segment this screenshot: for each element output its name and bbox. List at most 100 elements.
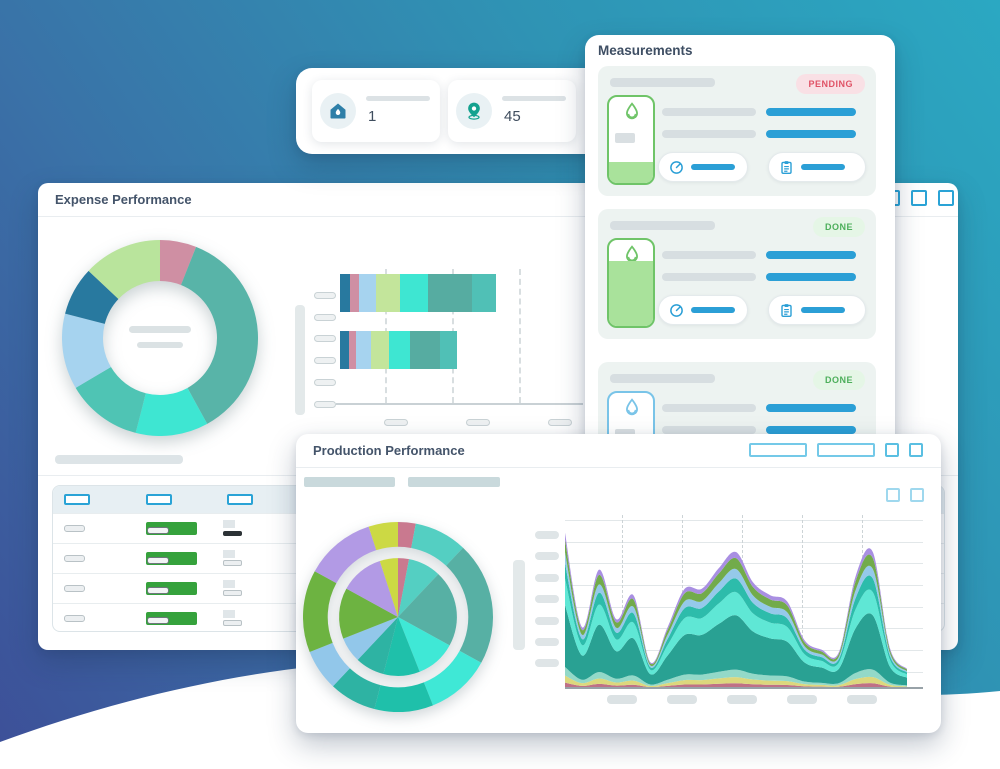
report-button[interactable] <box>768 152 866 182</box>
filter-placeholder[interactable] <box>408 477 500 487</box>
text-placeholder <box>662 108 756 116</box>
chart-slice <box>339 588 398 639</box>
chart-slice <box>423 650 482 706</box>
measurement-title-placeholder <box>610 221 715 230</box>
progress-bar <box>146 552 197 565</box>
expense-donut-chart <box>60 238 260 438</box>
progress-bar <box>146 612 197 625</box>
y-axis-tick-placeholder <box>535 595 559 604</box>
chart-gridline <box>519 269 521 403</box>
filter-placeholder[interactable] <box>304 477 395 487</box>
droplet-icon <box>626 398 638 416</box>
expense-legend-bar <box>295 305 305 415</box>
stat-value: 1 <box>368 108 377 125</box>
stat-value: 45 <box>504 108 521 125</box>
value-placeholder <box>766 130 856 138</box>
progress-bar <box>146 522 197 535</box>
bar-segment <box>472 274 496 312</box>
chart-action-icon[interactable] <box>886 488 900 502</box>
chart-slice <box>309 642 350 687</box>
y-axis-tick-placeholder <box>535 573 559 582</box>
window-action-icon[interactable] <box>909 443 923 457</box>
status-badge: DONE <box>812 370 865 390</box>
chart-slice <box>398 574 457 646</box>
chart-gridline <box>452 269 454 403</box>
production-performance-card: Production Performance <box>296 434 941 733</box>
expense-section-title-placeholder <box>55 455 183 464</box>
window-action-icon[interactable] <box>938 190 954 206</box>
row-label-placeholder <box>64 555 85 562</box>
column-header-button[interactable] <box>227 494 253 505</box>
text-placeholder <box>662 130 756 138</box>
measure-button[interactable] <box>658 152 748 182</box>
header-button-placeholder[interactable] <box>749 443 807 457</box>
x-axis-line <box>565 687 923 689</box>
chart-slice <box>160 240 197 286</box>
measurement-title-placeholder <box>610 374 715 383</box>
x-axis-tick-placeholder <box>466 419 490 426</box>
bar-segment <box>340 331 349 369</box>
bar-segment <box>350 274 359 312</box>
button-label-placeholder <box>691 164 735 170</box>
progress-marker <box>147 557 169 564</box>
row-value-placeholder <box>223 550 243 567</box>
y-axis-tick-placeholder <box>314 292 336 299</box>
report-button[interactable] <box>768 295 866 325</box>
bar-segment <box>428 274 472 312</box>
area-layer <box>565 552 907 673</box>
area-layer <box>565 578 907 678</box>
production-card-header: Production Performance <box>296 434 941 468</box>
y-axis-tick-placeholder <box>314 335 336 342</box>
stat-tile-locations: 45 <box>448 80 576 142</box>
button-label-placeholder <box>691 307 735 313</box>
y-axis-tick-placeholder <box>535 616 559 625</box>
row-value-top <box>223 580 235 588</box>
area-layer <box>565 563 907 675</box>
bar-segment <box>400 274 428 312</box>
droplet-icon <box>626 102 638 120</box>
x-axis-line <box>336 403 583 405</box>
y-axis-tick-placeholder <box>314 401 336 408</box>
header-button-placeholder[interactable] <box>817 443 875 457</box>
clipboard-icon <box>781 160 792 174</box>
stat-label-placeholder <box>366 96 430 101</box>
chart-slice <box>374 682 433 712</box>
column-header-button[interactable] <box>64 494 90 505</box>
chart-slice <box>332 668 381 710</box>
area-layer <box>565 539 907 672</box>
text-placeholder <box>662 426 756 434</box>
bar-segment <box>376 274 400 312</box>
value-placeholder <box>766 273 856 281</box>
sunburst-chart-svg <box>303 522 493 712</box>
column-header-button[interactable] <box>146 494 172 505</box>
window-action-icon[interactable] <box>885 443 899 457</box>
row-value-placeholder <box>223 610 243 627</box>
production-sunburst-chart <box>302 521 494 713</box>
chart-slice <box>314 526 377 584</box>
row-value-placeholder <box>223 520 243 537</box>
button-label-placeholder <box>801 164 845 170</box>
chart-slice <box>446 547 493 663</box>
chart-gridline <box>802 515 803 688</box>
bar-segment <box>340 274 350 312</box>
chart-action-icon[interactable] <box>910 488 924 502</box>
value-placeholder <box>766 404 856 412</box>
chart-slice <box>62 313 111 388</box>
y-axis-tick-placeholder <box>535 659 559 668</box>
y-axis-tick-placeholder <box>535 531 559 539</box>
tank-gauge <box>607 95 655 185</box>
x-axis-tick-placeholder <box>787 695 817 704</box>
y-axis-tick-placeholder <box>535 638 559 646</box>
status-badge: DONE <box>812 217 865 237</box>
progress-bar <box>146 582 197 595</box>
bar-segment <box>371 331 389 369</box>
measure-button[interactable] <box>658 295 748 325</box>
chart-slice <box>398 522 416 548</box>
progress-marker <box>147 617 169 624</box>
bar-segment <box>389 331 410 369</box>
window-action-icon[interactable] <box>911 190 927 206</box>
row-value-placeholder <box>223 580 243 597</box>
row-value-top <box>223 520 235 528</box>
x-axis-tick-placeholder <box>727 695 757 704</box>
row-value-bottom <box>223 620 242 626</box>
